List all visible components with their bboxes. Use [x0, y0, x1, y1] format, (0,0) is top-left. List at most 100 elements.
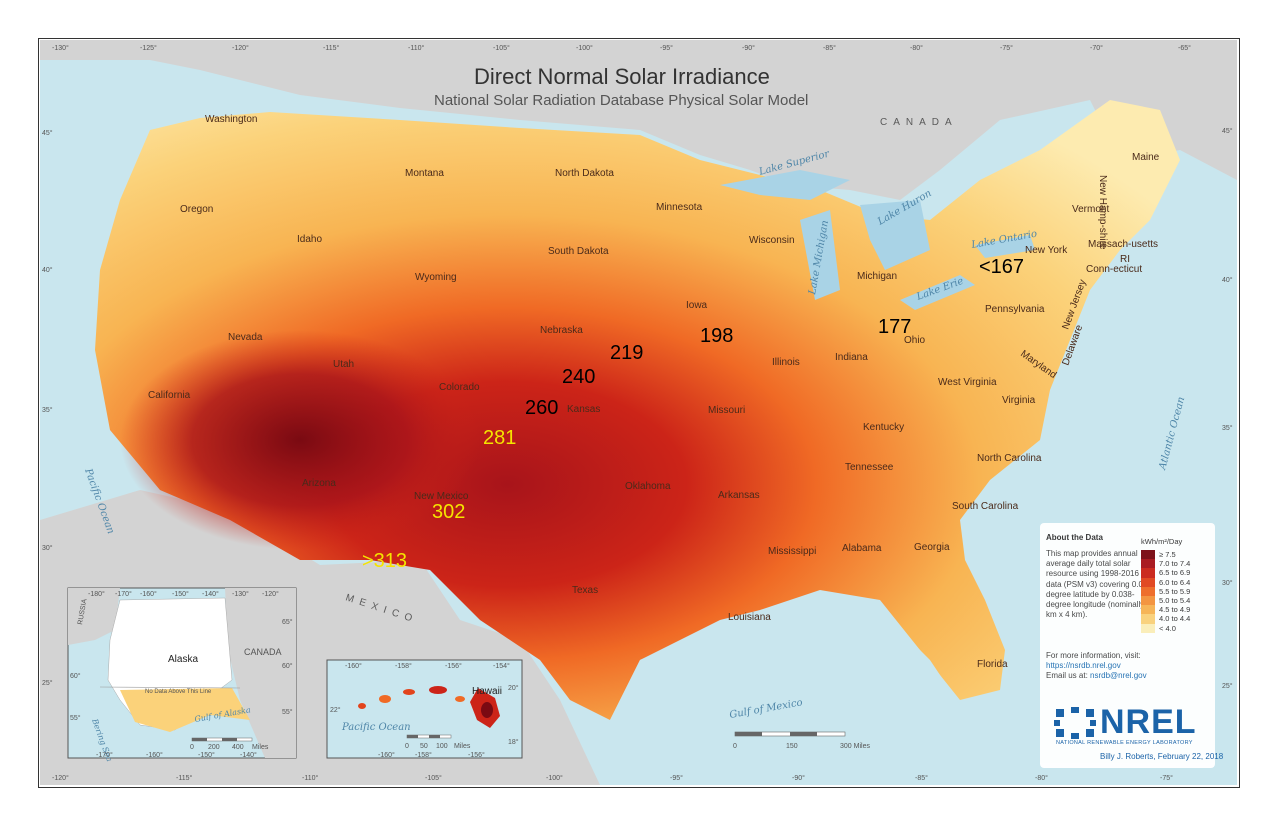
- hawaii-inset: Hawaii Pacific Ocean 0 50 100 Miles -160…: [326, 659, 523, 759]
- longitude-label: -70°: [1090, 44, 1103, 52]
- legend-label: 7.0 to 7.4: [1159, 559, 1191, 569]
- legend-item: 6.0 to 6.4: [1141, 577, 1190, 587]
- great-lakes: [720, 170, 1035, 310]
- country-canada: CANADA: [880, 117, 958, 128]
- state-label: Alabama: [842, 543, 882, 554]
- canada-land: [40, 40, 1237, 200]
- hawaii-scale-label: Miles: [454, 743, 471, 750]
- hawaii-tick: -160°: [345, 662, 362, 670]
- nrel-sunburst-icon: [1054, 706, 1096, 739]
- legend-swatch: [1141, 614, 1155, 624]
- latitude-label: 40°: [1222, 276, 1233, 284]
- hawaii-label: Hawaii: [472, 686, 502, 697]
- hawaii-tick: -158°: [415, 751, 432, 759]
- longitude-label: -115°: [323, 44, 339, 52]
- legend-item: 5.5 to 5.9: [1141, 586, 1190, 596]
- main-scale-bar: 0 150 300 Miles: [733, 731, 870, 750]
- longitude-label: -75°: [1000, 44, 1013, 52]
- longitude-label: -85°: [915, 774, 928, 782]
- alaska-tick: 65°: [282, 618, 293, 626]
- alaska-tick: -180°: [88, 590, 105, 598]
- longitude-label: -130°: [52, 44, 69, 52]
- about-title: About the Data: [1046, 533, 1103, 542]
- top-longitude-labels: -130° -125° -120° -115° -110° -105° -100° -95° -…: [52, 44, 1191, 52]
- nsrdb-link[interactable]: https://nsrdb.nrel.gov: [1046, 661, 1121, 670]
- legend-label: < 4.0: [1159, 623, 1176, 633]
- legend-swatch: [1141, 559, 1155, 569]
- map-credit: Billy J. Roberts, February 22, 2018: [1100, 752, 1224, 761]
- alaska-tick: -150°: [198, 751, 215, 759]
- longitude-label: -115°: [176, 774, 192, 782]
- longitude-label: -125°: [140, 44, 157, 52]
- longitude-label: -75°: [1160, 774, 1173, 782]
- bottom-longitude-labels: -120° -115° -110° -105° -100° -95° -90° -85° -80…: [52, 774, 1173, 782]
- state-label: Oklahoma: [625, 481, 671, 492]
- alaska-tick: -170°: [115, 590, 132, 598]
- hawaii-tick: -156°: [468, 751, 485, 759]
- legend-item: 7.0 to 7.4: [1141, 559, 1191, 569]
- hawaii-tick: 20°: [508, 684, 519, 692]
- annotation-label: <167: [979, 256, 1024, 278]
- state-label: Mississippi: [768, 546, 816, 557]
- legend-item: 6.5 to 6.9: [1141, 568, 1191, 578]
- longitude-label: -105°: [493, 44, 510, 52]
- state-label: Washington: [205, 114, 257, 125]
- state-label: Massach-usetts: [1088, 239, 1158, 250]
- longitude-label: -110°: [408, 44, 424, 52]
- longitude-label: -110°: [302, 774, 318, 782]
- email-line: Email us at: nsrdb@nrel.gov: [1046, 671, 1211, 681]
- legend-label: ≥ 7.5: [1159, 550, 1176, 560]
- state-label: New York: [1025, 245, 1068, 256]
- state-label: New Hamp-shire: [1097, 175, 1108, 250]
- state-label: Vermont: [1072, 204, 1109, 215]
- state-label: Montana: [405, 168, 444, 179]
- about-more-info: For more information, visit: https://nsr…: [1046, 651, 1211, 681]
- latitude-label: 35°: [42, 406, 53, 414]
- alaska-tick: 55°: [282, 708, 293, 716]
- annotation-label: 240: [562, 366, 595, 388]
- state-label: North Carolina: [977, 453, 1042, 464]
- state-label: Tennessee: [845, 462, 894, 473]
- alaska-top-ticks: -180° -170° -160° -150° -140° -130° -120°: [88, 590, 279, 598]
- legend-item: < 4.0: [1141, 623, 1190, 633]
- state-label: Minnesota: [656, 202, 703, 213]
- state-label: Louisiana: [728, 612, 771, 623]
- alaska-tick: -140°: [240, 751, 257, 759]
- legend-label: 4.0 to 4.4: [1159, 614, 1191, 624]
- state-label: South Carolina: [952, 501, 1019, 512]
- alaska-label: Alaska: [168, 654, 198, 665]
- alaska-inset: Alaska RUSSIA CANADA No Data Above This …: [67, 587, 297, 763]
- legend-unit: kWh/m²/Day: [1141, 537, 1183, 546]
- about-panel: About the Data This map provides annual …: [1040, 523, 1215, 768]
- alaska-tick: -130°: [232, 590, 249, 598]
- legend-label: 6.5 to 6.9: [1159, 568, 1191, 578]
- longitude-label: -100°: [576, 44, 593, 52]
- state-label: Kansas: [567, 404, 600, 415]
- legend-label: 5.0 to 5.4: [1159, 596, 1191, 606]
- annotation-label: >313: [362, 550, 407, 572]
- alaska-tick: -160°: [146, 751, 163, 759]
- no-data-label: No Data Above This Line: [145, 689, 212, 695]
- state-label: Nevada: [228, 332, 263, 343]
- alaska-bottom-ticks: -170° -160° -150° -140°: [96, 751, 257, 759]
- scale-label: 0: [733, 743, 737, 750]
- alaska-tick: -140°: [202, 590, 219, 598]
- longitude-label: -95°: [660, 44, 673, 52]
- hawaii-tick: -160°: [378, 751, 395, 759]
- longitude-label: -65°: [1178, 44, 1191, 52]
- southwest-hotspot: [120, 330, 480, 550]
- longitude-label: -90°: [792, 774, 805, 782]
- state-label: Conn-ecticut: [1086, 264, 1142, 275]
- legend-swatch: [1141, 605, 1155, 615]
- state-label: Colorado: [439, 382, 480, 393]
- alaska-tick: 60°: [282, 662, 293, 670]
- alaska-scale-label: Miles: [252, 744, 269, 751]
- hawaii-right-ticks: 20° 18°: [508, 684, 519, 746]
- state-label: North Dakota: [555, 168, 614, 179]
- state-label: Arizona: [302, 478, 336, 489]
- email-link[interactable]: nsrdb@nrel.gov: [1090, 671, 1147, 680]
- alaska-canada-label: CANADA: [244, 647, 282, 657]
- longitude-label: -85°: [823, 44, 836, 52]
- legend: ≥ 7.5 7.0 to 7.4 6.5 to 6.9 6.0 to 6.4 5.5 t…: [1141, 550, 1190, 633]
